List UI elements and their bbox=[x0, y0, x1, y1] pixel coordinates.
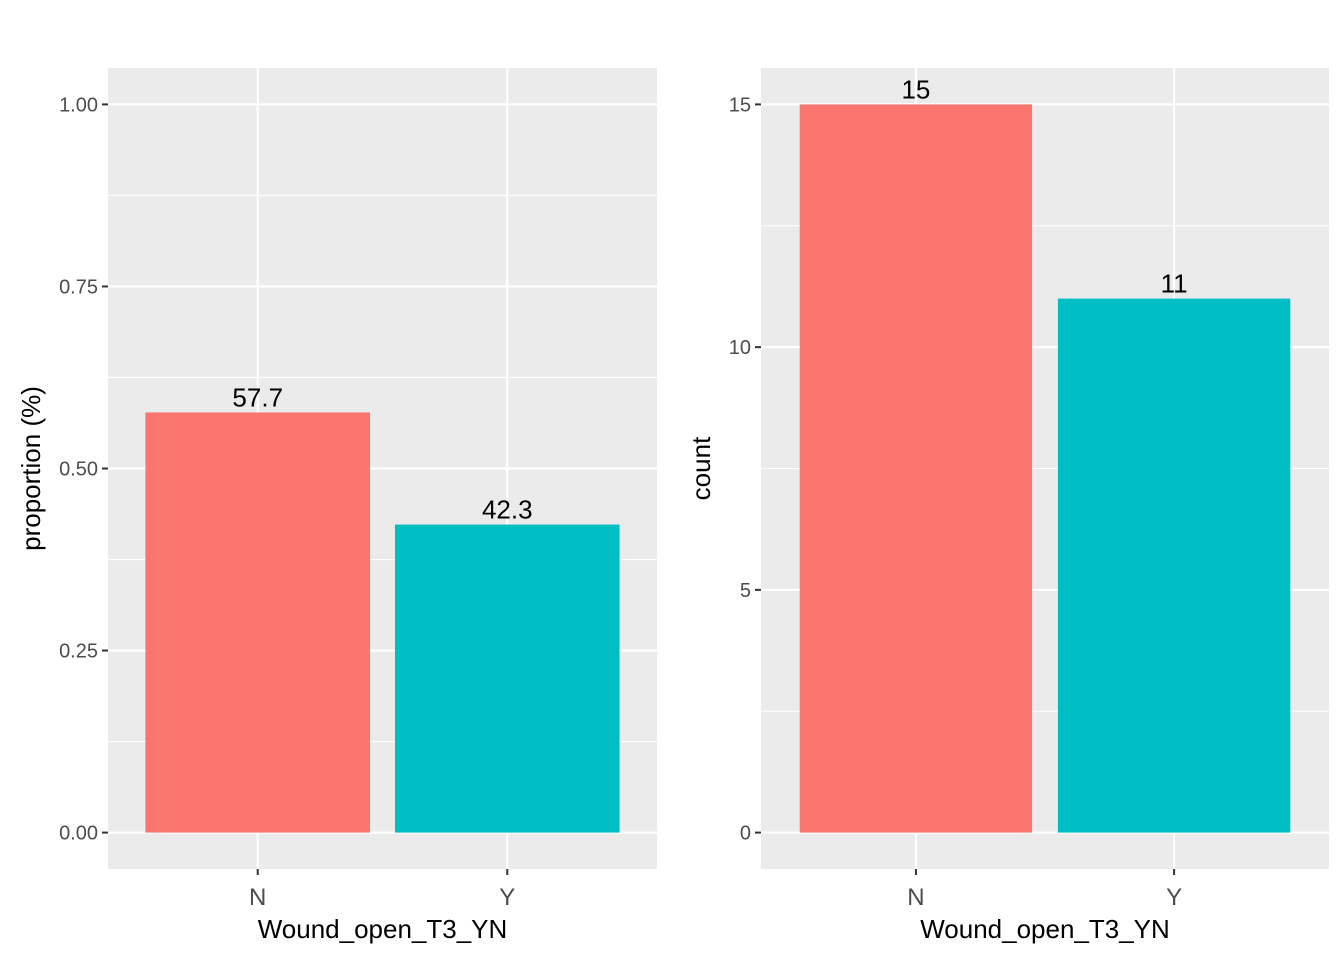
y-axis-title: count bbox=[686, 436, 716, 500]
count-chart-panel: 0 5 10 15 15 11 N Y Wound_open_T3_YN count bbox=[686, 68, 1329, 944]
data-label-y: 42.3 bbox=[482, 495, 533, 525]
bar-y bbox=[394, 524, 620, 833]
y-tick-label: 0 bbox=[740, 823, 751, 845]
data-label-n: 15 bbox=[901, 74, 930, 104]
x-tick-label: N bbox=[907, 884, 924, 911]
x-tick-label: Y bbox=[499, 884, 515, 911]
y-tick-label: 0.25 bbox=[59, 641, 98, 663]
y-tick-label: 0.75 bbox=[59, 276, 98, 298]
x-tick-label: Y bbox=[1166, 884, 1182, 911]
proportion-chart-panel: 0.00 0.25 0.50 0.75 1.00 57.7 42.3 N Y Wound_open… bbox=[16, 68, 657, 944]
y-axis-title: proportion (%) bbox=[16, 386, 46, 551]
x-tick-label: N bbox=[249, 884, 266, 911]
data-label-y: 11 bbox=[1161, 269, 1188, 299]
y-tick-label: 0.50 bbox=[59, 459, 98, 481]
data-label-n: 57.7 bbox=[232, 382, 283, 412]
y-tick-label: 15 bbox=[729, 94, 751, 116]
x-axis-title: Wound_open_T3_YN bbox=[258, 914, 508, 944]
y-tick-label: 10 bbox=[729, 337, 751, 359]
y-tick-label: 1.00 bbox=[59, 94, 98, 116]
bar-y bbox=[1057, 298, 1291, 833]
y-tick-label: 5 bbox=[740, 580, 751, 602]
y-tick-label: 0.00 bbox=[59, 823, 98, 845]
bar-n bbox=[145, 412, 371, 833]
x-axis-title: Wound_open_T3_YN bbox=[920, 914, 1170, 944]
bar-n bbox=[799, 104, 1033, 833]
